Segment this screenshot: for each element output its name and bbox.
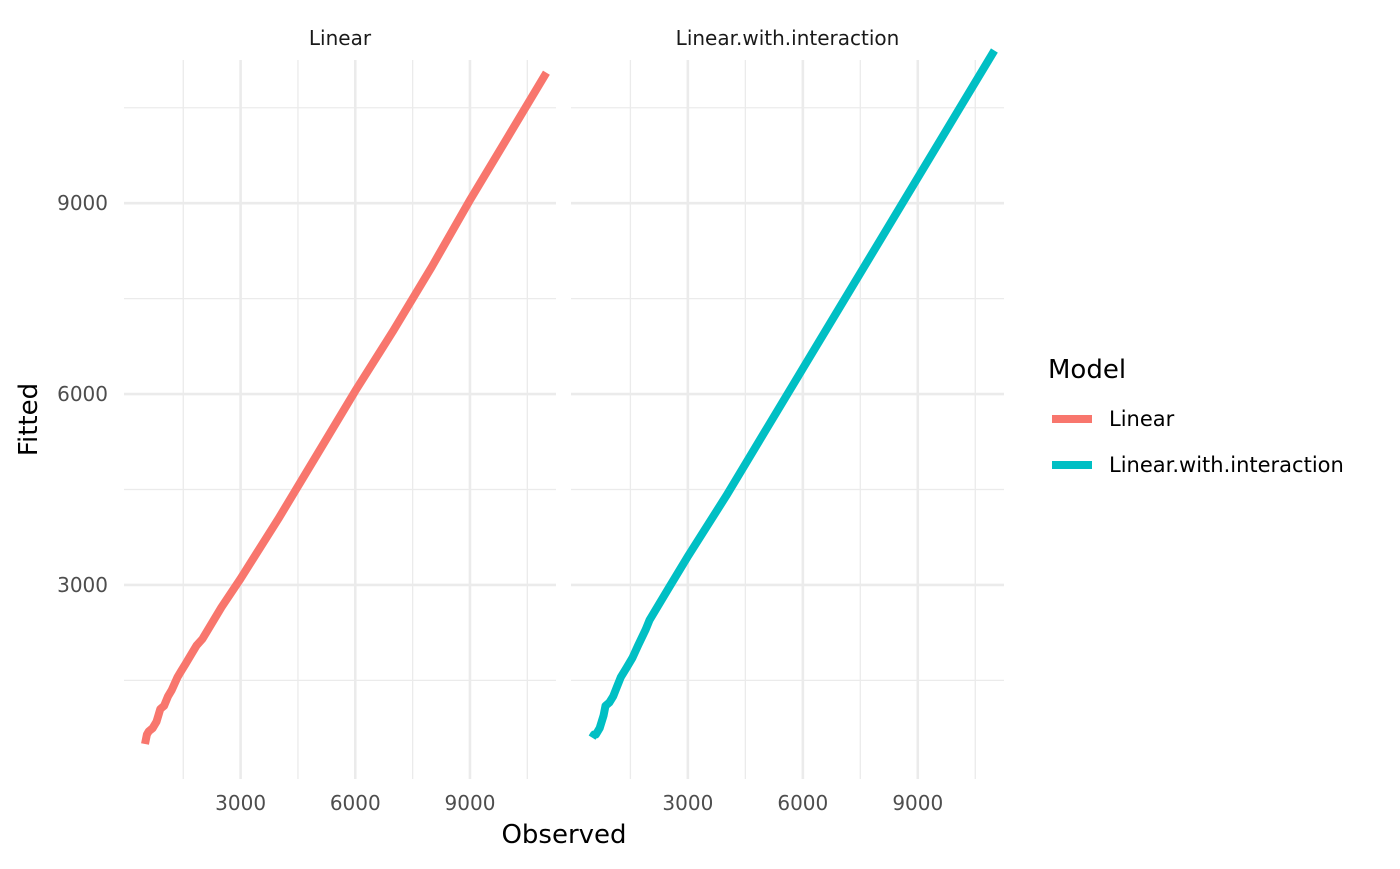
x-tick-label: 9000 <box>445 791 496 815</box>
axes: Observed Fitted <box>14 383 627 850</box>
facet-panel-1: Linear.with.interaction 3000 6000 9000 <box>571 26 1004 815</box>
facet-strip-label: Linear.with.interaction <box>676 26 900 50</box>
y-axis-title: Fitted <box>14 383 44 456</box>
legend: Model Linear Linear.with.interaction <box>1048 355 1344 477</box>
y-tick-label: 9000 <box>57 191 108 215</box>
x-tick-label: 6000 <box>330 791 381 815</box>
x-axis-title: Observed <box>501 820 626 850</box>
x-tick-label: 3000 <box>662 791 713 815</box>
facet-strip-label: Linear <box>309 26 372 50</box>
y-tick-label: 6000 <box>57 382 108 406</box>
x-tick-label: 6000 <box>777 791 828 815</box>
legend-label-0: Linear <box>1109 407 1175 431</box>
x-tick-label: 3000 <box>215 791 266 815</box>
series-line-1 <box>588 48 998 740</box>
legend-title: Model <box>1048 355 1126 385</box>
legend-label-1: Linear.with.interaction <box>1109 453 1344 477</box>
facet-panel-0: Linear 3000 6000 9000 3000 6000 9000 <box>57 26 556 815</box>
y-tick-label: 3000 <box>57 573 108 597</box>
series-line-0 <box>141 70 550 745</box>
x-tick-label: 9000 <box>892 791 943 815</box>
